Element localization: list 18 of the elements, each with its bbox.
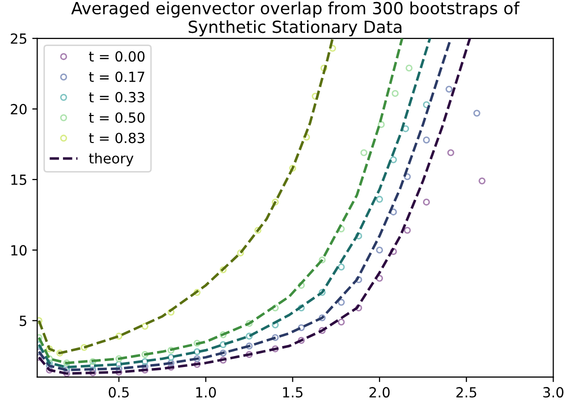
y-tick-label: 20 <box>10 104 27 114</box>
x-tick-label: 1.5 <box>283 387 302 398</box>
legend-label: t = 0.33 <box>88 92 144 102</box>
legend-label: theory <box>88 152 134 166</box>
legend-label: t = 0.50 <box>88 112 145 123</box>
x-tick-label: 3.0 <box>543 387 564 398</box>
legend-label: t = 0.17 <box>88 72 144 82</box>
y-tick-label: 5 <box>20 316 26 326</box>
legend-label: t = 0.83 <box>88 132 144 144</box>
y-tick-label: 15 <box>11 174 26 185</box>
legend-label: t = 0.00 <box>88 51 145 62</box>
x-tick-label: 2.5 <box>456 387 476 398</box>
x-tick-label: 2.0 <box>370 387 390 398</box>
y-tick-label: 25 <box>10 33 26 44</box>
x-tick-label: 0.5 <box>108 387 129 398</box>
chart-title: Averaged eigenvector overlap from 300 bootstraps of Synthetic Stationary Data <box>71 2 520 36</box>
x-tick-label: 1.0 <box>196 387 216 398</box>
y-tick-label: 10 <box>11 245 27 256</box>
